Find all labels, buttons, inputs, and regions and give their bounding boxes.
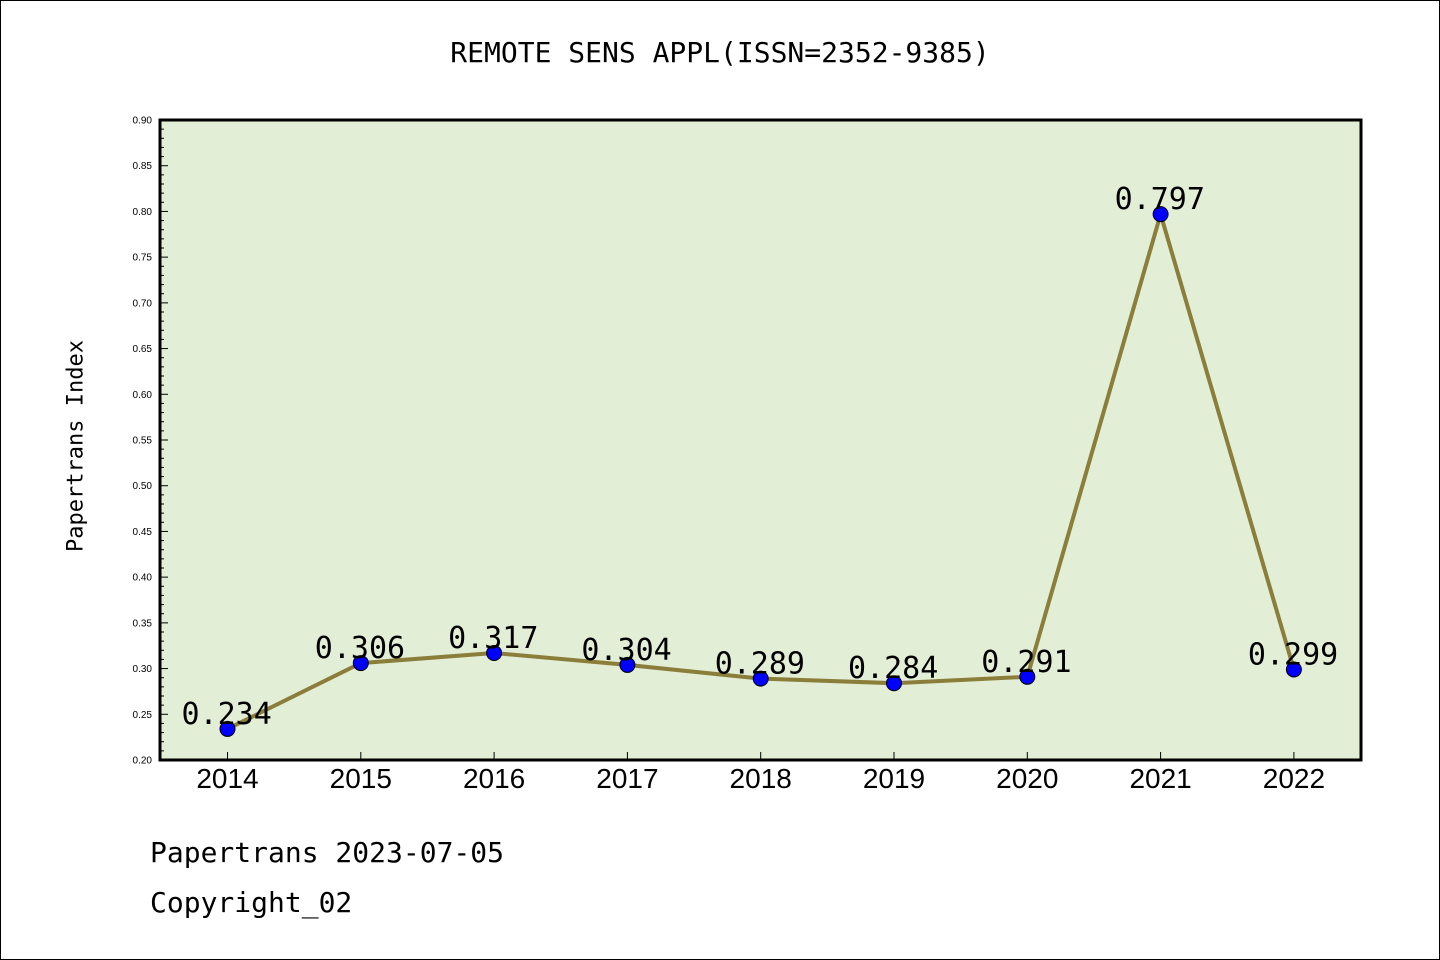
footer-copyright: Copyright_02	[150, 886, 353, 919]
data-label: 0.317	[448, 621, 538, 656]
y-tick-label: 0.25	[133, 710, 153, 721]
y-tick-label: 0.60	[133, 390, 153, 401]
data-label: 0.291	[981, 645, 1071, 680]
y-tick-label: 0.75	[133, 253, 153, 264]
y-tick-label: 0.55	[133, 436, 153, 447]
y-tick-label: 0.30	[133, 664, 153, 675]
y-tick-label: 0.45	[133, 527, 153, 538]
plot-area	[160, 120, 1361, 760]
x-tick-label: 2022	[1263, 763, 1325, 794]
data-point	[219, 720, 236, 737]
data-point	[486, 645, 503, 662]
data-point	[886, 675, 902, 692]
x-tick-label: 2018	[730, 763, 792, 794]
x-tick-label: 2014	[196, 763, 258, 794]
y-tick-label: 0.70	[133, 298, 153, 309]
chart-title: REMOTE SENS APPL(ISSN=2352-9385)	[450, 36, 990, 69]
data-point	[1019, 668, 1036, 685]
data-label: 0.284	[848, 651, 938, 686]
footer-date: Papertrans 2023-07-05	[150, 836, 505, 869]
y-tick-label: 0.85	[133, 161, 153, 172]
x-tick-label: 2015	[330, 763, 392, 794]
data-label: 0.234	[182, 697, 272, 732]
x-tick-label: 2017	[596, 763, 658, 794]
data-label: 0.306	[315, 631, 405, 666]
data-point	[1152, 206, 1169, 223]
data-point	[619, 656, 636, 673]
y-tick-label: 0.35	[133, 618, 153, 629]
data-label: 0.299	[1248, 637, 1338, 672]
data-point	[752, 670, 769, 687]
x-tick-label: 2020	[996, 763, 1058, 794]
data-label: 0.304	[581, 633, 671, 668]
x-tick-label: 2019	[863, 763, 925, 794]
data-label: 0.797	[1115, 182, 1205, 217]
y-tick-label: 0.90	[133, 116, 153, 127]
data-point	[352, 655, 369, 672]
x-tick-label: 2016	[463, 763, 525, 794]
x-tick-label: 2021	[1129, 763, 1191, 794]
data-point	[1285, 661, 1302, 678]
data-label: 0.289	[715, 647, 805, 682]
y-tick-label: 0.50	[133, 481, 153, 492]
y-tick-label: 0.20	[133, 756, 153, 767]
y-tick-label: 0.65	[133, 344, 153, 355]
y-tick-label: 0.40	[133, 573, 153, 584]
plot-border	[158, 118, 1363, 762]
y-tick-label: 0.80	[133, 207, 153, 218]
